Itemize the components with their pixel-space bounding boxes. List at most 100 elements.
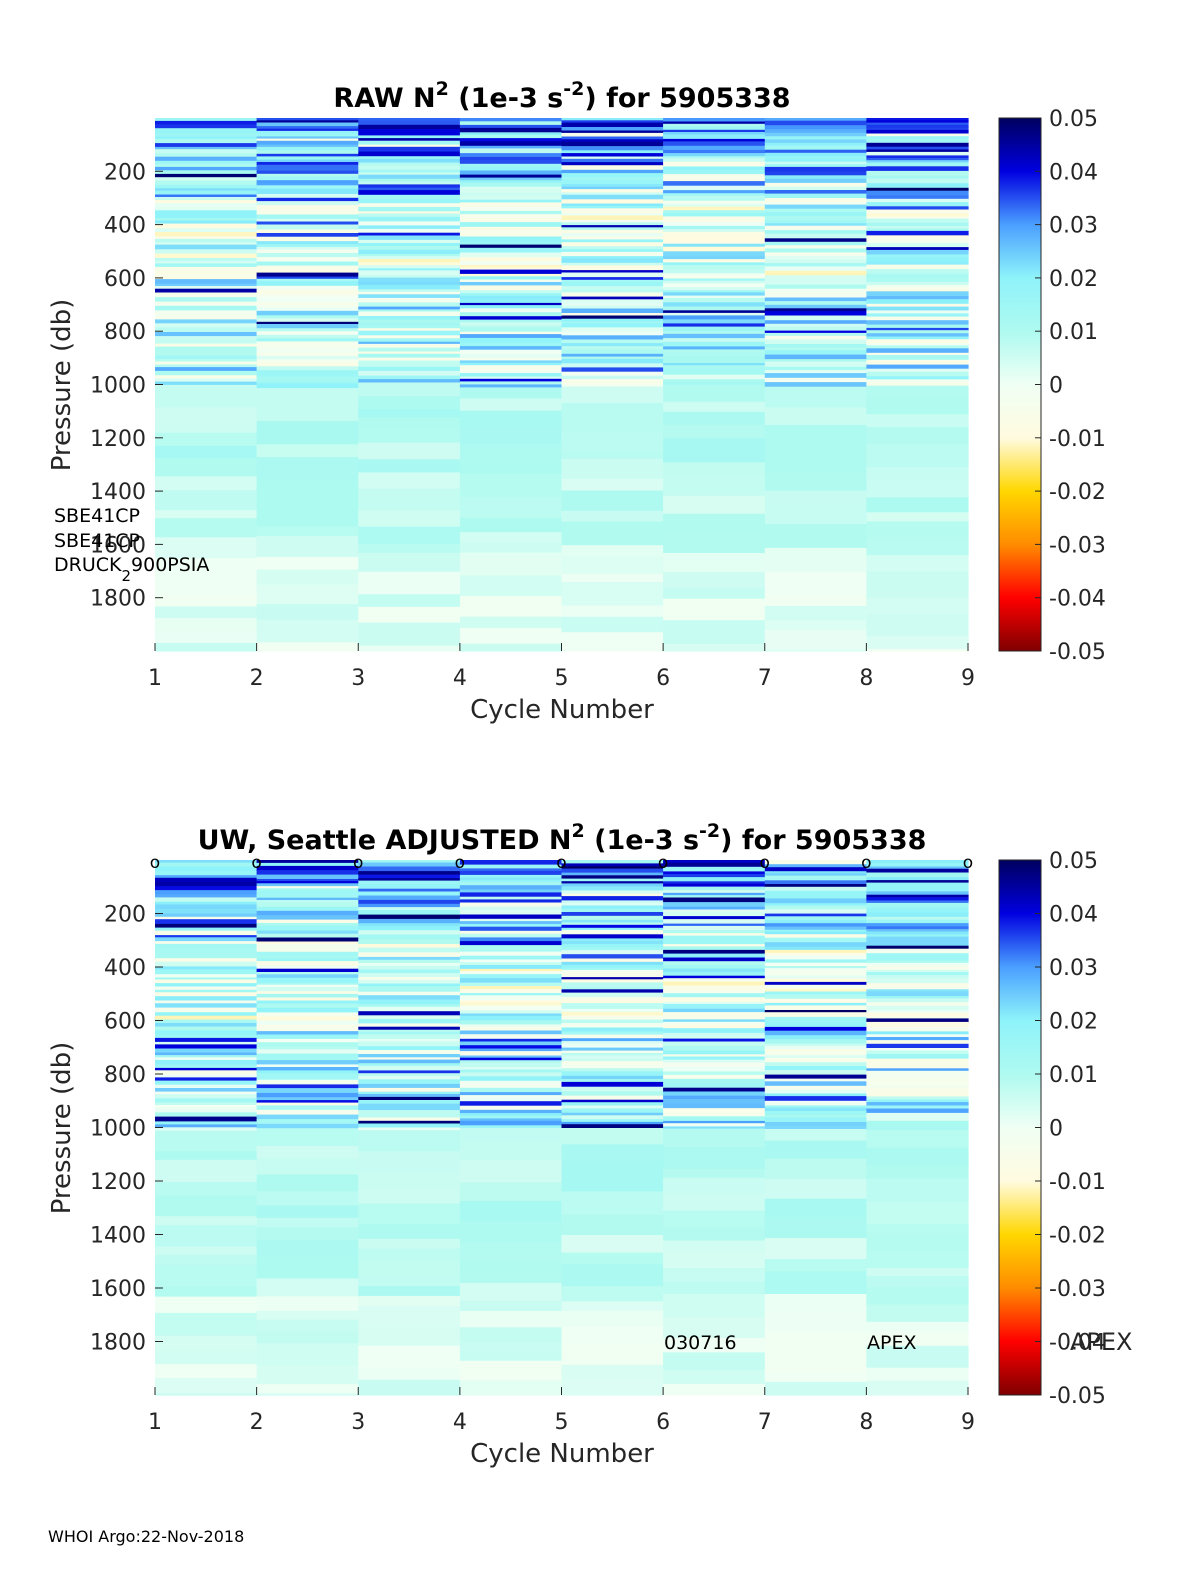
heat-cell <box>561 1235 664 1254</box>
heat-cell <box>561 346 664 350</box>
heat-cell <box>358 156 461 160</box>
heat-cell <box>866 187 969 192</box>
heat-cell <box>866 243 969 248</box>
heat-cell <box>459 959 563 963</box>
heat-cell <box>358 213 461 218</box>
heat-cell <box>561 890 664 895</box>
heat-cell <box>561 632 664 652</box>
heat-cell <box>866 467 969 480</box>
heat-cell <box>561 213 664 216</box>
heat-cell <box>256 128 359 132</box>
heat-cell <box>459 398 563 412</box>
heat-cell <box>155 1246 258 1256</box>
heat-cell <box>663 132 766 135</box>
heat-cell <box>764 1085 867 1091</box>
heat-cell <box>866 1064 969 1069</box>
heat-cell <box>561 375 664 380</box>
heat-cell <box>561 450 664 460</box>
heat-cell <box>561 1034 664 1039</box>
heat-cell <box>358 1023 461 1028</box>
heat-cell <box>561 383 664 388</box>
heat-cell <box>155 927 258 932</box>
heat-cell <box>561 402 664 416</box>
heat-cell <box>866 249 969 256</box>
heat-cell <box>459 285 563 291</box>
heat-cell <box>155 1127 258 1132</box>
heat-cell <box>561 969 664 974</box>
heat-cell <box>155 890 258 895</box>
heat-cell <box>764 1026 867 1032</box>
heat-cell <box>663 200 766 205</box>
heat-cell <box>155 1070 258 1075</box>
heat-cell <box>155 310 258 314</box>
heat-cell <box>663 367 766 373</box>
heat-cell <box>256 1053 359 1057</box>
heat-cell <box>561 989 664 994</box>
heat-cell <box>866 178 969 184</box>
heat-cell <box>256 224 359 228</box>
heat-cell <box>866 133 969 137</box>
heat-cell <box>764 606 867 621</box>
heat-cell <box>866 1031 969 1035</box>
heat-cell <box>866 571 969 590</box>
heat-cell <box>155 606 258 619</box>
heat-cell <box>764 1089 867 1095</box>
y-axis-label-raw: Pressure (db) <box>47 299 77 472</box>
heat-cell <box>764 880 867 885</box>
x-tick-label: 5 <box>555 666 569 691</box>
heat-cell <box>866 198 969 203</box>
heat-cell <box>358 923 461 927</box>
heat-cell <box>866 636 969 650</box>
heat-cell <box>866 364 969 370</box>
heat-cell <box>866 324 969 329</box>
heat-cell <box>663 513 766 531</box>
heat-cell <box>358 162 461 167</box>
heat-cell <box>459 1000 563 1004</box>
heat-cell <box>663 269 766 274</box>
heat-cell <box>155 364 258 368</box>
heat-cell <box>663 1035 766 1040</box>
heat-cell <box>459 1105 563 1111</box>
heat-cell <box>256 290 359 294</box>
heat-cell <box>561 1105 664 1109</box>
heat-cell <box>663 356 766 361</box>
heat-cell <box>866 923 969 927</box>
heat-cell <box>663 1240 766 1252</box>
heat-cell <box>256 1012 359 1018</box>
heat-cell <box>663 971 766 977</box>
heat-cell <box>866 1026 969 1033</box>
heat-cell <box>459 182 563 188</box>
heat-cell <box>561 1161 664 1178</box>
heat-cell <box>764 923 867 928</box>
heat-cell <box>764 975 867 980</box>
heat-cell <box>561 1377 664 1396</box>
heat-cell <box>155 1057 258 1061</box>
heat-cell <box>256 334 359 339</box>
heat-cell <box>256 1296 359 1312</box>
heat-cell <box>866 376 969 380</box>
heat-cell <box>561 184 664 188</box>
heat-cell <box>663 198 766 202</box>
heat-cell <box>155 274 258 277</box>
heat-cell <box>663 902 766 908</box>
heat-cell <box>358 120 461 126</box>
heat-cell <box>561 1214 664 1236</box>
heat-cell <box>358 969 461 974</box>
heat-cell <box>866 339 969 344</box>
heat-cell <box>663 185 766 191</box>
heat-cell <box>459 132 563 136</box>
heat-cell <box>256 252 359 258</box>
heat-cell <box>256 366 359 371</box>
heat-cell <box>866 989 969 993</box>
heat-cell <box>155 297 258 303</box>
heat-cell <box>561 315 664 320</box>
heat-cell <box>663 218 766 223</box>
heat-cell <box>663 1008 766 1013</box>
heat-cell <box>663 275 766 279</box>
heat-cell <box>561 977 664 980</box>
heat-cell <box>256 229 359 234</box>
colorbar-tick-label: 0.04 <box>1049 903 1098 928</box>
heat-cell <box>764 320 867 325</box>
heat-cell <box>358 1107 461 1111</box>
heat-cell <box>764 1353 867 1374</box>
